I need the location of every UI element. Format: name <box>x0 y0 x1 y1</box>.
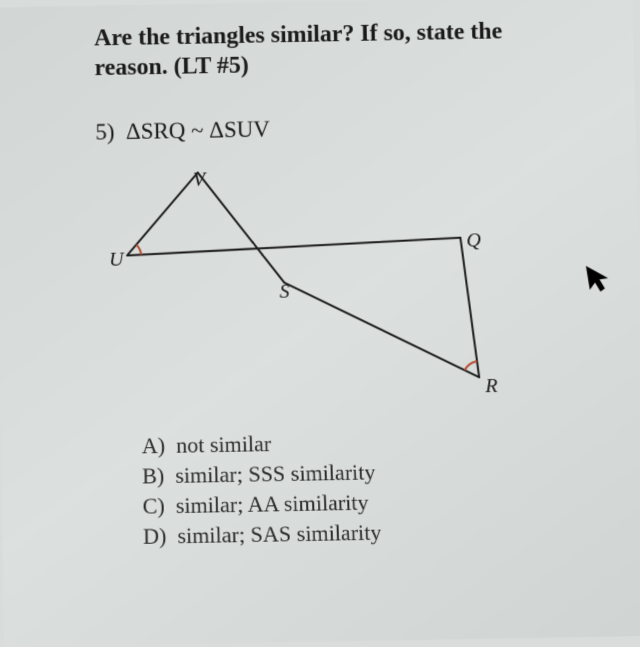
answer-choice-C: C) similar; AA similarity <box>142 488 369 522</box>
problem-number: 5) ΔSRQ ~ ΔSUV <box>95 117 270 146</box>
problem-num-text: 5) <box>95 119 114 144</box>
cursor-icon <box>584 262 612 303</box>
vertex-label-V: V <box>193 168 206 191</box>
vertex-label-Q: Q <box>466 229 481 252</box>
answer-A-text: not similar <box>176 431 272 458</box>
answer-choice-B: B) similar; SSS similarity <box>142 457 376 491</box>
question-header: Are the triangles similar? If so, state … <box>94 16 563 84</box>
header-line1: Are the triangles similar? If so, state … <box>94 19 502 52</box>
answer-C-text: similar; AA similarity <box>176 490 369 518</box>
diagram-svg <box>88 157 512 424</box>
answer-B-text: similar; SSS similarity <box>175 459 376 488</box>
header-line2: reason. (LT #5) <box>94 53 249 81</box>
vertex-label-S: S <box>279 281 289 304</box>
vertex-label-R: R <box>485 375 498 398</box>
answer-choice-A: A) not similar <box>142 429 272 461</box>
answer-choice-D: D) similar; SAS similarity <box>143 518 382 552</box>
geometry-diagram: V U S Q R <box>88 157 512 424</box>
vertex-label-U: U <box>109 249 124 272</box>
answer-D-text: similar; SAS similarity <box>177 520 382 549</box>
similarity-statement: ΔSRQ ~ ΔSUV <box>126 117 270 144</box>
